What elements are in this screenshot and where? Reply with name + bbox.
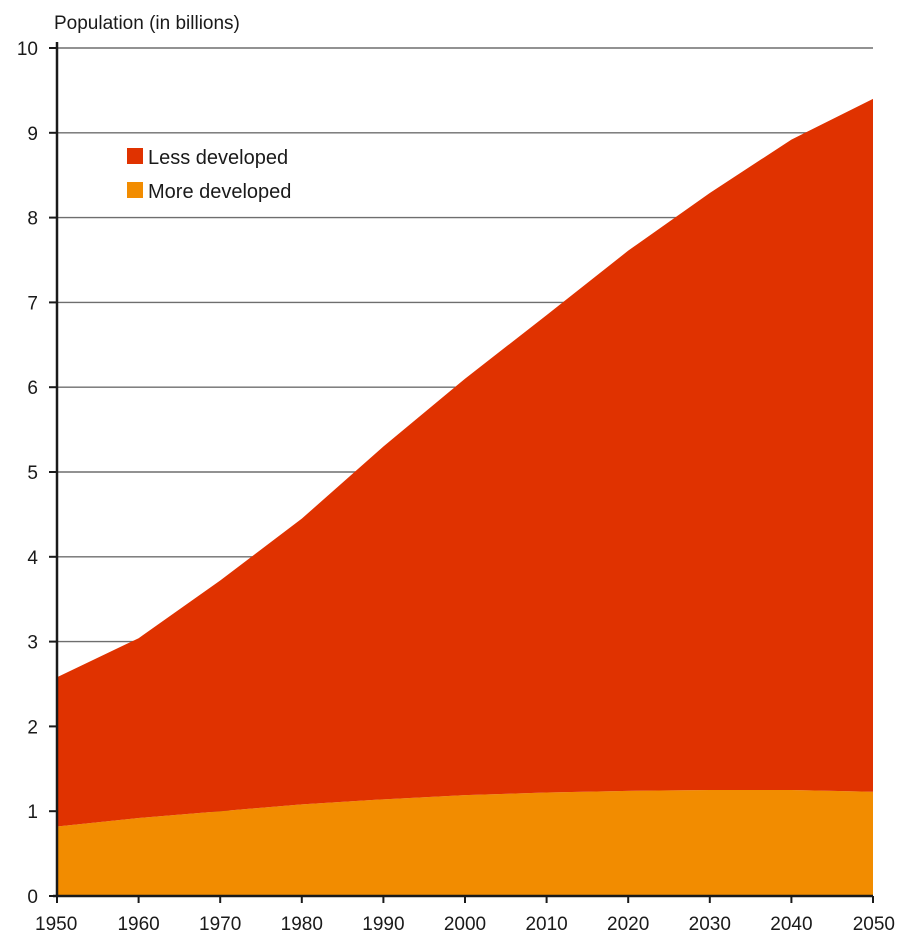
area-more-developed — [57, 790, 873, 896]
legend-label: Less developed — [148, 147, 288, 169]
y-tick-label: 3 — [27, 633, 38, 654]
y-tick-label: 5 — [27, 463, 38, 484]
area-series — [57, 98, 873, 896]
legend: Less developed More developed — [127, 147, 291, 203]
y-tick-label: 7 — [27, 293, 38, 314]
x-tick-label: 2020 — [607, 914, 649, 935]
x-tick-label: 2050 — [853, 914, 895, 935]
y-tick-label: 8 — [27, 209, 38, 230]
x-tick-label: 1980 — [281, 914, 323, 935]
x-tick-label: 2040 — [770, 914, 812, 935]
x-tick-label: 1960 — [117, 914, 159, 935]
legend-swatch — [127, 182, 143, 198]
x-tick-label: 2030 — [689, 914, 731, 935]
y-axis-title: Population (in billions) — [54, 13, 240, 34]
x-tick-label: 1990 — [362, 914, 404, 935]
x-tick-label: 2010 — [525, 914, 567, 935]
x-tick-label: 1950 — [35, 914, 77, 935]
legend-swatch — [127, 148, 143, 164]
y-tick-label: 4 — [27, 548, 38, 569]
x-tick-label: 2000 — [444, 914, 486, 935]
y-tick-label: 2 — [27, 717, 38, 738]
legend-label: More developed — [148, 181, 291, 203]
y-tick-label: 6 — [27, 378, 38, 399]
area-less-developed — [57, 98, 873, 827]
y-tick-label: 1 — [27, 802, 38, 823]
y-tick-label: 10 — [17, 39, 38, 60]
x-tick-label: 1970 — [199, 914, 241, 935]
y-tick-label: 9 — [27, 124, 38, 145]
y-tick-label: 0 — [27, 887, 38, 908]
axes — [49, 42, 874, 903]
y-tick-labels: 0 1 2 3 4 5 6 7 8 9 10 — [17, 39, 39, 908]
x-tick-labels: 1950 1960 1970 1980 1990 2000 2010 2020 2030 2040… — [35, 914, 895, 935]
